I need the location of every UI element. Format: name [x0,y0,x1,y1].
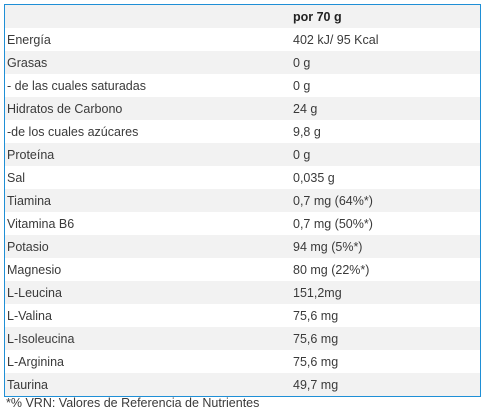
table-header-row: por 70 g [5,5,480,28]
table-row: L-Isoleucina 75,6 mg [5,327,480,350]
nutrient-name: L-Isoleucina [7,331,75,346]
nutrient-name: Grasas [7,55,48,70]
nutrient-name: - de las cuales saturadas [7,78,146,93]
nutrient-value: 0 g [293,55,311,70]
table-row: Taurina 49,7 mg [5,373,480,396]
nutrient-value: 151,2mg [293,285,342,300]
nutrient-value: 24 g [293,101,318,116]
nutrient-name: Energía [7,32,51,47]
nutrient-name: Taurina [7,377,48,392]
nutrient-name: Magnesio [7,262,62,277]
table-row: L-Arginina 75,6 mg [5,350,480,373]
nutrient-name: Potasio [7,239,49,254]
header-serving-label: por 70 g [293,9,342,24]
nutrient-name: L-Leucina [7,285,62,300]
nutrient-value: 94 mg (5%*) [293,239,363,254]
table-row: - de las cuales saturadas 0 g [5,74,480,97]
table-row: L-Leucina 151,2mg [5,281,480,304]
table-row: Proteína 0 g [5,143,480,166]
nutrient-name: Sal [7,170,26,185]
nutrient-value: 80 mg (22%*) [293,262,370,277]
nutrient-value: 75,6 mg [293,308,339,323]
nutrient-value: 0,7 mg (50%*) [293,216,373,231]
table-row: Energía 402 kJ/ 95 Kcal [5,28,480,51]
nutrient-value: 0 g [293,147,311,162]
nutrient-name: -de los cuales azúcares [7,124,139,139]
nutrient-name: L-Valina [7,308,52,323]
nutrient-value: 75,6 mg [293,354,339,369]
nutrient-value: 0,7 mg (64%*) [293,193,373,208]
table-row: Vitamina B6 0,7 mg (50%*) [5,212,480,235]
table-row: Hidratos de Carbono 24 g [5,97,480,120]
nutrient-name: Vitamina B6 [7,216,75,231]
table-row: Grasas 0 g [5,51,480,74]
nutrient-value: 0 g [293,78,311,93]
table-row: -de los cuales azúcares 9,8 g [5,120,480,143]
table-row: Sal 0,035 g [5,166,480,189]
table-row: Potasio 94 mg (5%*) [5,235,480,258]
nutrient-value: 0,035 g [293,170,335,185]
nutrient-value: 9,8 g [293,124,321,139]
vrn-footnote: *% VRN: Valores de Referencia de Nutrien… [6,396,260,410]
nutrient-value: 49,7 mg [293,377,339,392]
nutrition-table: por 70 g Energía 402 kJ/ 95 Kcal Grasas … [4,4,481,397]
table-row: L-Valina 75,6 mg [5,304,480,327]
nutrient-value: 402 kJ/ 95 Kcal [293,32,379,47]
table-row: Tiamina 0,7 mg (64%*) [5,189,480,212]
nutrient-name: L-Arginina [7,354,64,369]
nutrient-name: Proteína [7,147,55,162]
table-row: Magnesio 80 mg (22%*) [5,258,480,281]
nutrient-value: 75,6 mg [293,331,339,346]
nutrient-name: Tiamina [7,193,51,208]
nutrient-name: Hidratos de Carbono [7,101,123,116]
